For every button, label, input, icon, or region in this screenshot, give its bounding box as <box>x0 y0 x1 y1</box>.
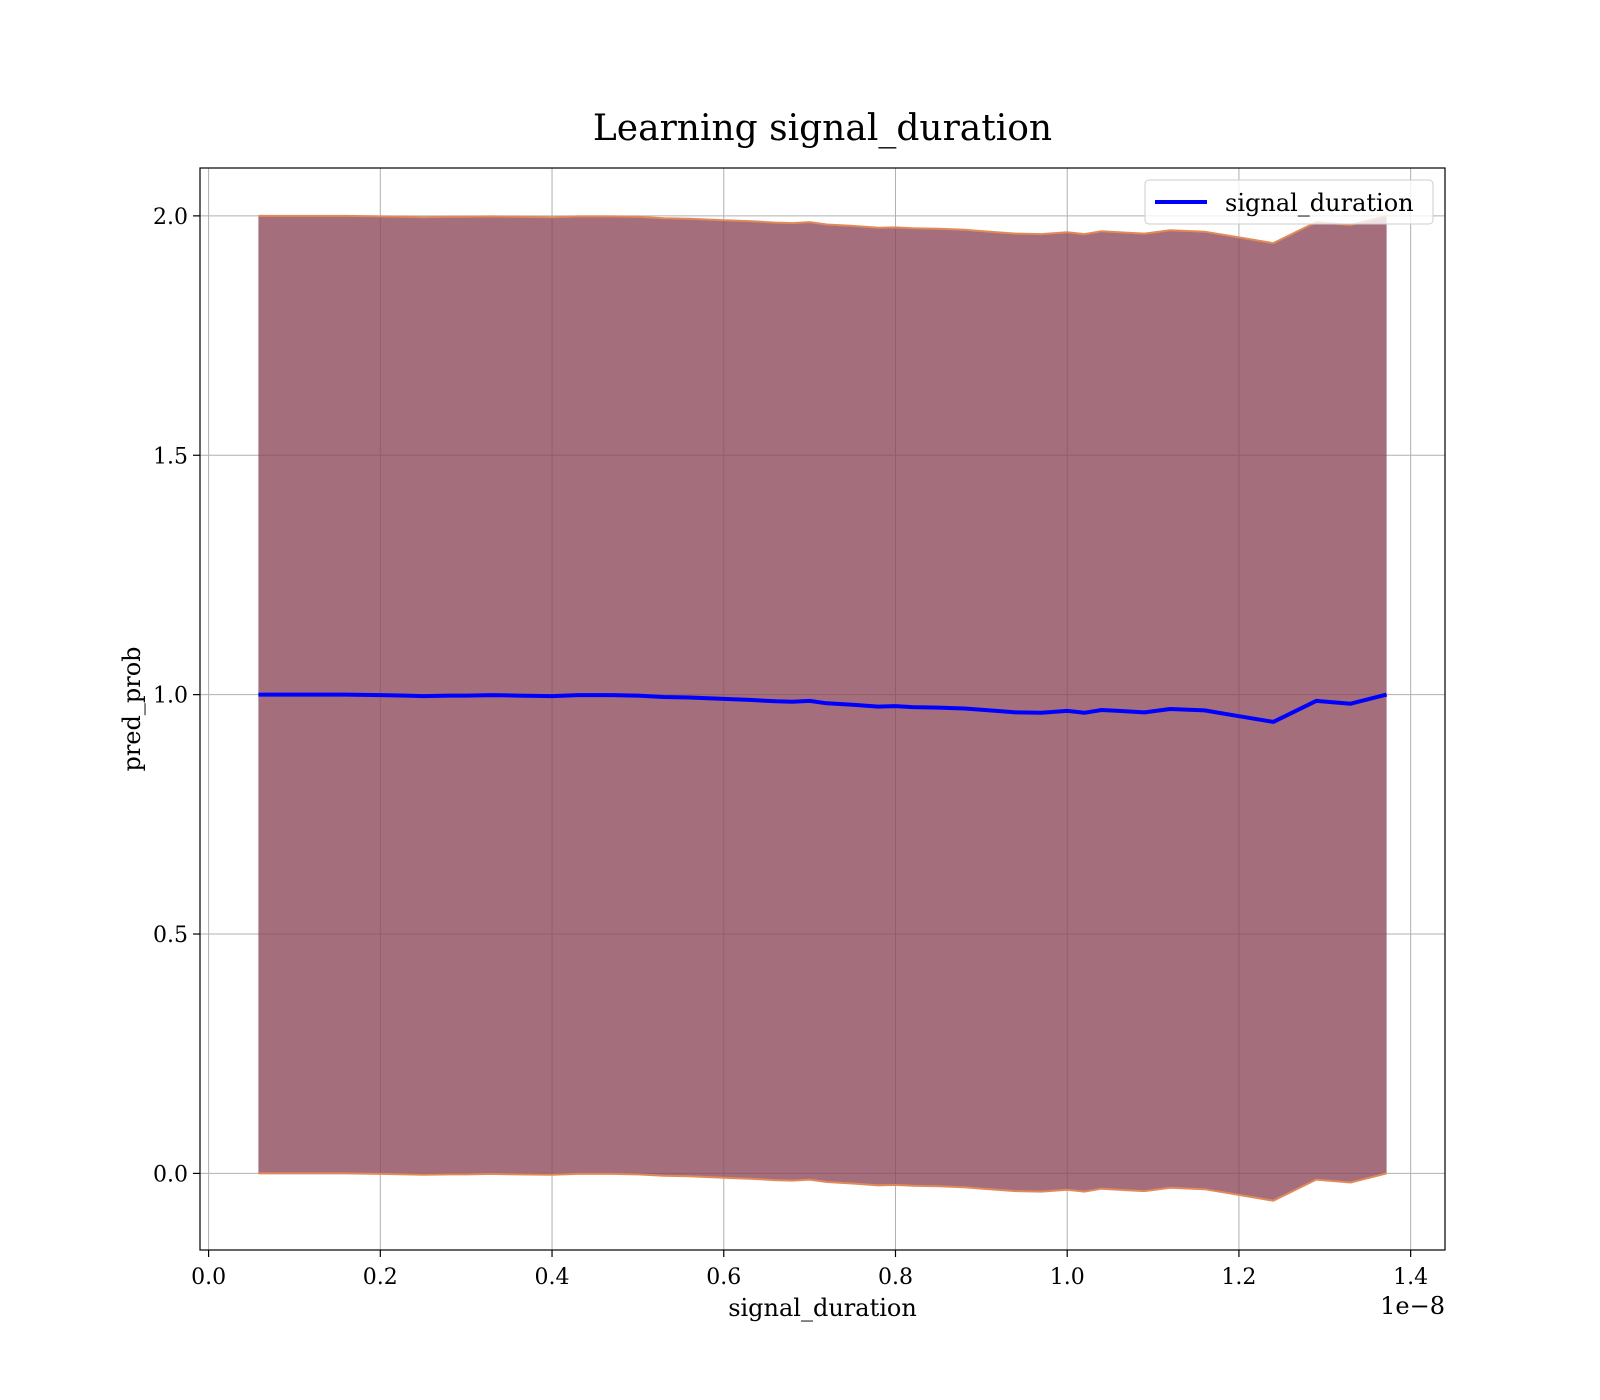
x-tick-label: 0.6 <box>706 1265 741 1290</box>
x-tick-label: 1.4 <box>1393 1265 1428 1290</box>
band-lower-edge <box>258 1172 1387 1202</box>
confidence-band <box>258 215 1387 1201</box>
y-tick-label: 1.0 <box>153 684 188 709</box>
x-tick-label: 1.2 <box>1221 1265 1256 1290</box>
x-tick-label: 1.0 <box>1050 1265 1085 1290</box>
y-tick-label: 1.5 <box>153 444 188 469</box>
x-axis-offset-label: 1e−8 <box>1380 1292 1445 1320</box>
band-upper-edge <box>258 214 1387 245</box>
x-tick-label: 0.0 <box>191 1265 226 1290</box>
x-tick-label: 0.8 <box>878 1265 913 1290</box>
y-tick-label: 2.0 <box>153 205 188 230</box>
y-axis-label: pred_prob <box>118 646 146 771</box>
y-tick-label: 0.5 <box>153 923 188 948</box>
plot-frame <box>199 167 1446 1251</box>
legend: signal_duration <box>1144 179 1434 225</box>
legend-box <box>1144 179 1434 225</box>
series-line-signal-duration <box>258 692 1388 724</box>
confidence-band-layer <box>258 214 1387 1202</box>
legend-entry-signal-duration: signal_duration <box>1225 189 1414 217</box>
y-tick-label: 0.0 <box>153 1162 188 1187</box>
series-line-layer <box>258 692 1388 724</box>
x-axis-label: signal_duration <box>728 1294 917 1322</box>
x-tick-label: 0.4 <box>535 1265 570 1290</box>
x-tick-label: 0.2 <box>363 1265 398 1290</box>
chart-title: Learning signal_duration <box>593 108 1052 149</box>
axis-ticks: 0.0 0.2 0.4 0.6 0.8 1.0 1.2 1.4 0.0 0.5 1.0 1.5 2.0 <box>153 205 1428 1290</box>
